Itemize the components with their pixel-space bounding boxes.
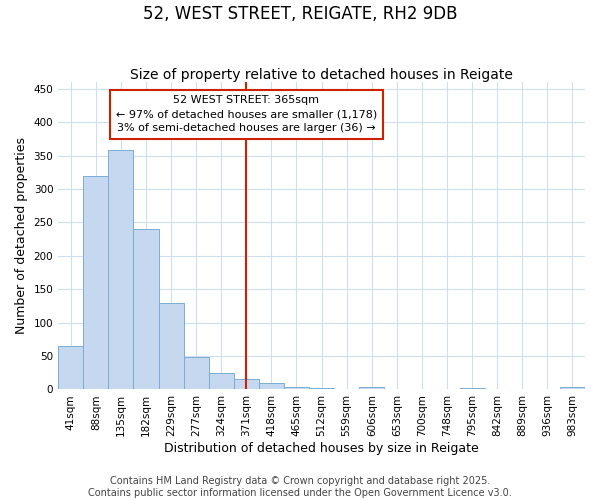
Text: Contains HM Land Registry data © Crown copyright and database right 2025.
Contai: Contains HM Land Registry data © Crown c… <box>88 476 512 498</box>
Bar <box>284 388 309 390</box>
Bar <box>510 389 535 390</box>
Bar <box>83 176 109 390</box>
X-axis label: Distribution of detached houses by size in Reigate: Distribution of detached houses by size … <box>164 442 479 455</box>
Bar <box>334 389 359 390</box>
Text: 52 WEST STREET: 365sqm
← 97% of detached houses are smaller (1,178)
3% of semi-d: 52 WEST STREET: 365sqm ← 97% of detached… <box>116 96 377 134</box>
Bar <box>58 346 83 390</box>
Bar <box>460 388 485 390</box>
Bar <box>158 302 184 390</box>
Bar <box>259 383 284 390</box>
Text: 52, WEST STREET, REIGATE, RH2 9DB: 52, WEST STREET, REIGATE, RH2 9DB <box>143 5 457 23</box>
Bar <box>209 372 234 390</box>
Bar <box>133 229 158 390</box>
Bar <box>184 358 209 390</box>
Bar <box>359 388 385 390</box>
Bar <box>560 388 585 390</box>
Y-axis label: Number of detached properties: Number of detached properties <box>15 137 28 334</box>
Bar <box>309 388 334 390</box>
Bar <box>109 150 133 390</box>
Title: Size of property relative to detached houses in Reigate: Size of property relative to detached ho… <box>130 68 513 82</box>
Bar <box>409 389 434 390</box>
Bar <box>234 380 259 390</box>
